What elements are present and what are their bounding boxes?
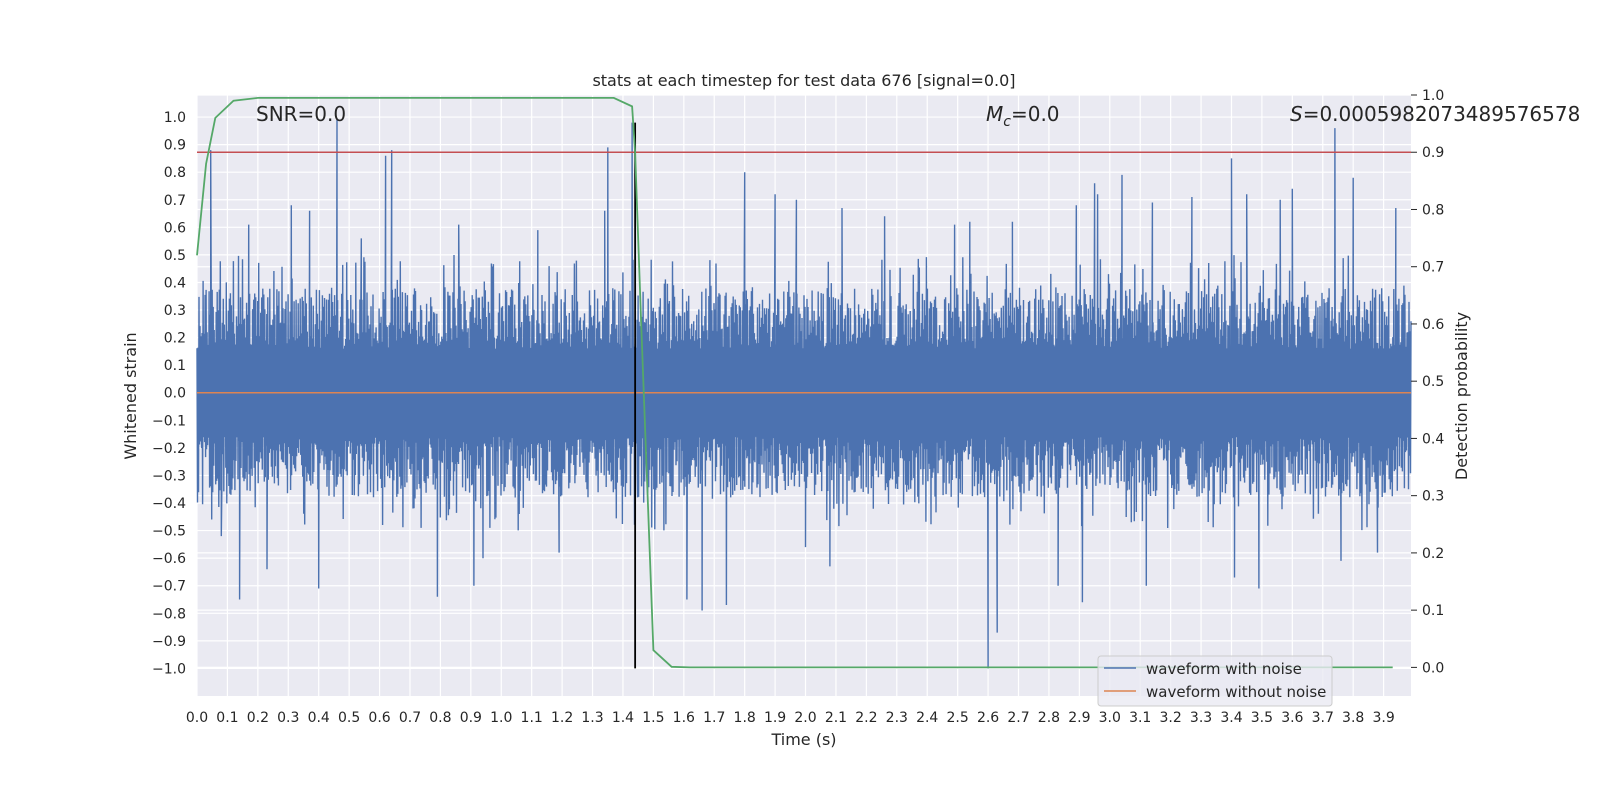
x-tick-label: 0.4 [308, 710, 330, 726]
y-tick-label: −0.8 [152, 606, 186, 622]
y2-tick-label: 0.4 [1422, 431, 1444, 447]
y-tick-labels: 1.0 0.9 0.8 0.7 0.6 0.5 0.4 0.3 0.2 0.1 0.0 −0.1 −0.… [152, 110, 186, 677]
x-tick-label: 1.9 [764, 710, 786, 726]
noise-trace [196, 119, 1412, 669]
x-tick-label: 2.4 [916, 710, 938, 726]
x-tick-label: 0.7 [399, 710, 421, 726]
x-tick-label: 1.6 [673, 710, 695, 726]
mc-value: =0.0 [1011, 102, 1060, 126]
x-tick-label: 2.5 [947, 710, 969, 726]
x-tick-label: 2.1 [825, 710, 847, 726]
y2-tick-label: 0.0 [1422, 660, 1444, 676]
y2-tick-label: 0.1 [1422, 603, 1444, 619]
x-tick-label: 1.3 [581, 710, 603, 726]
y2-tick-label: 1.0 [1422, 88, 1444, 104]
x-tick-label: 2.7 [1007, 710, 1029, 726]
legend: waveform with noise waveform without noi… [1097, 655, 1333, 707]
mc-subscript: c [1003, 114, 1011, 130]
x-tick-label: 2.6 [977, 710, 999, 726]
y-tick-label: −0.1 [152, 413, 186, 429]
y2-tick-label: 0.2 [1422, 546, 1444, 562]
x-tick-label: 2.3 [886, 710, 908, 726]
y-tick-label: −0.3 [152, 468, 186, 484]
x-tick-label: 1.4 [612, 710, 634, 726]
probability-trace [196, 97, 1393, 669]
y2-tick-label: 0.9 [1422, 145, 1444, 161]
y2-axis-label: Detection probability [1452, 312, 1471, 480]
y-tick-label: −0.7 [152, 579, 186, 595]
x-tick-label: 3.7 [1312, 710, 1334, 726]
y-tick-label: 0.2 [164, 331, 186, 347]
y-tick-label: −1.0 [152, 661, 186, 677]
x-tick-label: 3.5 [1251, 710, 1273, 726]
y-tick-label: −0.9 [152, 634, 186, 650]
x-tick-label: 1.1 [521, 710, 543, 726]
y-tick-label: −0.2 [152, 441, 186, 457]
s-annotation: S=0.0005982073489576578 [1290, 102, 1580, 126]
x-tick-label: 3.2 [1160, 710, 1182, 726]
x-tick-label: 3.0 [1099, 710, 1121, 726]
x-tick-label: 0.0 [186, 710, 208, 726]
x-tick-label: 2.0 [794, 710, 816, 726]
series-waveform-with-noise [196, 119, 1412, 669]
mc-symbol: M [986, 102, 1003, 126]
x-tick-label: 2.2 [855, 710, 877, 726]
y-tick-label: 0.5 [164, 248, 186, 264]
x-tick-label: 3.8 [1342, 710, 1364, 726]
y-tick-label: −0.6 [152, 551, 186, 567]
y2-tick-labels: 1.0 0.9 0.8 0.7 0.6 0.5 0.4 0.3 0.2 0.1 0.0 [1411, 88, 1444, 676]
x-tick-label: 1.5 [642, 710, 664, 726]
y-tick-label: −0.5 [152, 524, 186, 540]
legend-label-noise: waveform with noise [1146, 660, 1302, 678]
x-tick-label: 1.2 [551, 710, 573, 726]
y-tick-label: 1.0 [164, 110, 186, 126]
legend-box [1097, 655, 1333, 707]
y-axis-label: Whitened strain [121, 332, 140, 459]
x-tick-label: 3.1 [1129, 710, 1151, 726]
y-tick-label: 0.9 [164, 138, 186, 154]
legend-label-clean: waveform without noise [1146, 683, 1326, 701]
x-tick-label: 0.5 [338, 710, 360, 726]
x-tick-label: 1.0 [490, 710, 512, 726]
y-tick-label: 0.1 [164, 358, 186, 374]
x-tick-label: 3.4 [1220, 710, 1242, 726]
mc-annotation: Mc=0.0 [986, 102, 1060, 130]
x-tick-label: 3.3 [1190, 710, 1212, 726]
x-tick-label: 0.6 [368, 710, 390, 726]
x-tick-label: 0.3 [277, 710, 299, 726]
y2-tick-label: 0.6 [1422, 317, 1444, 333]
s-symbol: S [1290, 102, 1303, 126]
x-axis-label: Time (s) [770, 730, 836, 749]
x-tick-labels: 0.0 0.1 0.2 0.3 0.4 0.5 0.6 0.7 0.8 0.9 1.0 1.1 1.2 1… [186, 710, 1395, 726]
snr-annotation: SNR=0.0 [256, 102, 346, 126]
y2-tick-label: 0.3 [1422, 489, 1444, 505]
chart-title: stats at each timestep for test data 676… [592, 71, 1015, 90]
s-value: =0.0005982073489576578 [1303, 102, 1581, 126]
y2-tick-label: 0.7 [1422, 260, 1444, 276]
x-tick-label: 0.8 [429, 710, 451, 726]
y-tick-label: −0.4 [152, 496, 186, 512]
y-tick-label: 0.6 [164, 220, 186, 236]
y-tick-label: 0.7 [164, 193, 186, 209]
y2-tick-label: 0.5 [1422, 374, 1444, 390]
x-tick-label: 0.1 [216, 710, 238, 726]
series-detection-probability [196, 97, 1393, 669]
x-tick-label: 0.9 [460, 710, 482, 726]
x-tick-label: 1.8 [734, 710, 756, 726]
x-tick-label: 2.9 [1068, 710, 1090, 726]
x-tick-label: 3.6 [1281, 710, 1303, 726]
y-tick-label: 0.4 [164, 275, 186, 291]
x-tick-label: 3.9 [1372, 710, 1394, 726]
x-tick-label: 1.7 [703, 710, 725, 726]
x-tick-label: 0.2 [247, 710, 269, 726]
y-tick-label: 0.3 [164, 303, 186, 319]
y2-tick-label: 0.8 [1422, 202, 1444, 218]
y-tick-label: 0.0 [164, 386, 186, 402]
x-tick-label: 2.8 [1038, 710, 1060, 726]
y-tick-label: 0.8 [164, 165, 186, 181]
